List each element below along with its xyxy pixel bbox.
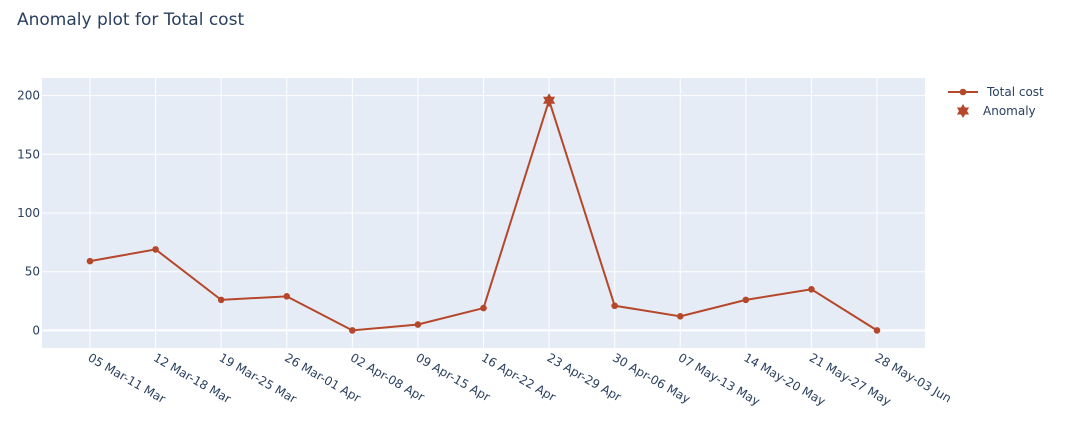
legend-label-total-cost: Total cost xyxy=(986,85,1044,99)
total-cost-point xyxy=(873,327,881,334)
chart-title: Anomaly plot for Total cost xyxy=(17,10,245,30)
total-cost-point xyxy=(480,304,487,312)
total-cost-point xyxy=(152,246,159,253)
anomaly-star-part xyxy=(543,96,556,108)
total-cost-point xyxy=(676,313,684,320)
y-tick-label: 0 xyxy=(32,323,40,337)
legend-label-anomaly: Anomaly xyxy=(983,104,1036,118)
legend[interactable]: Total cost Anomaly xyxy=(948,85,1044,118)
total-cost-point xyxy=(808,286,815,293)
y-tick-label: 100 xyxy=(17,206,40,220)
series-points xyxy=(86,93,881,334)
total-cost-point xyxy=(349,327,356,334)
legend-point-swatch xyxy=(959,88,967,96)
legend-item-total-cost[interactable]: Total cost xyxy=(948,85,1044,99)
y-axis-ticks: 0 50 100 150 200 xyxy=(17,89,40,338)
total-cost-point xyxy=(86,257,94,265)
total-cost-point xyxy=(217,296,225,304)
total-cost-point xyxy=(742,296,750,304)
legend-star-swatch xyxy=(956,107,970,118)
anomaly-marker xyxy=(543,93,556,108)
y-tick-label: 150 xyxy=(17,147,40,161)
total-cost-point xyxy=(611,302,618,310)
total-cost-point xyxy=(414,321,422,328)
y-tick-label: 50 xyxy=(25,265,40,279)
y-tick-label: 200 xyxy=(17,89,40,103)
legend-item-anomaly[interactable]: Anomaly xyxy=(956,104,1036,118)
total-cost-point xyxy=(283,293,291,300)
